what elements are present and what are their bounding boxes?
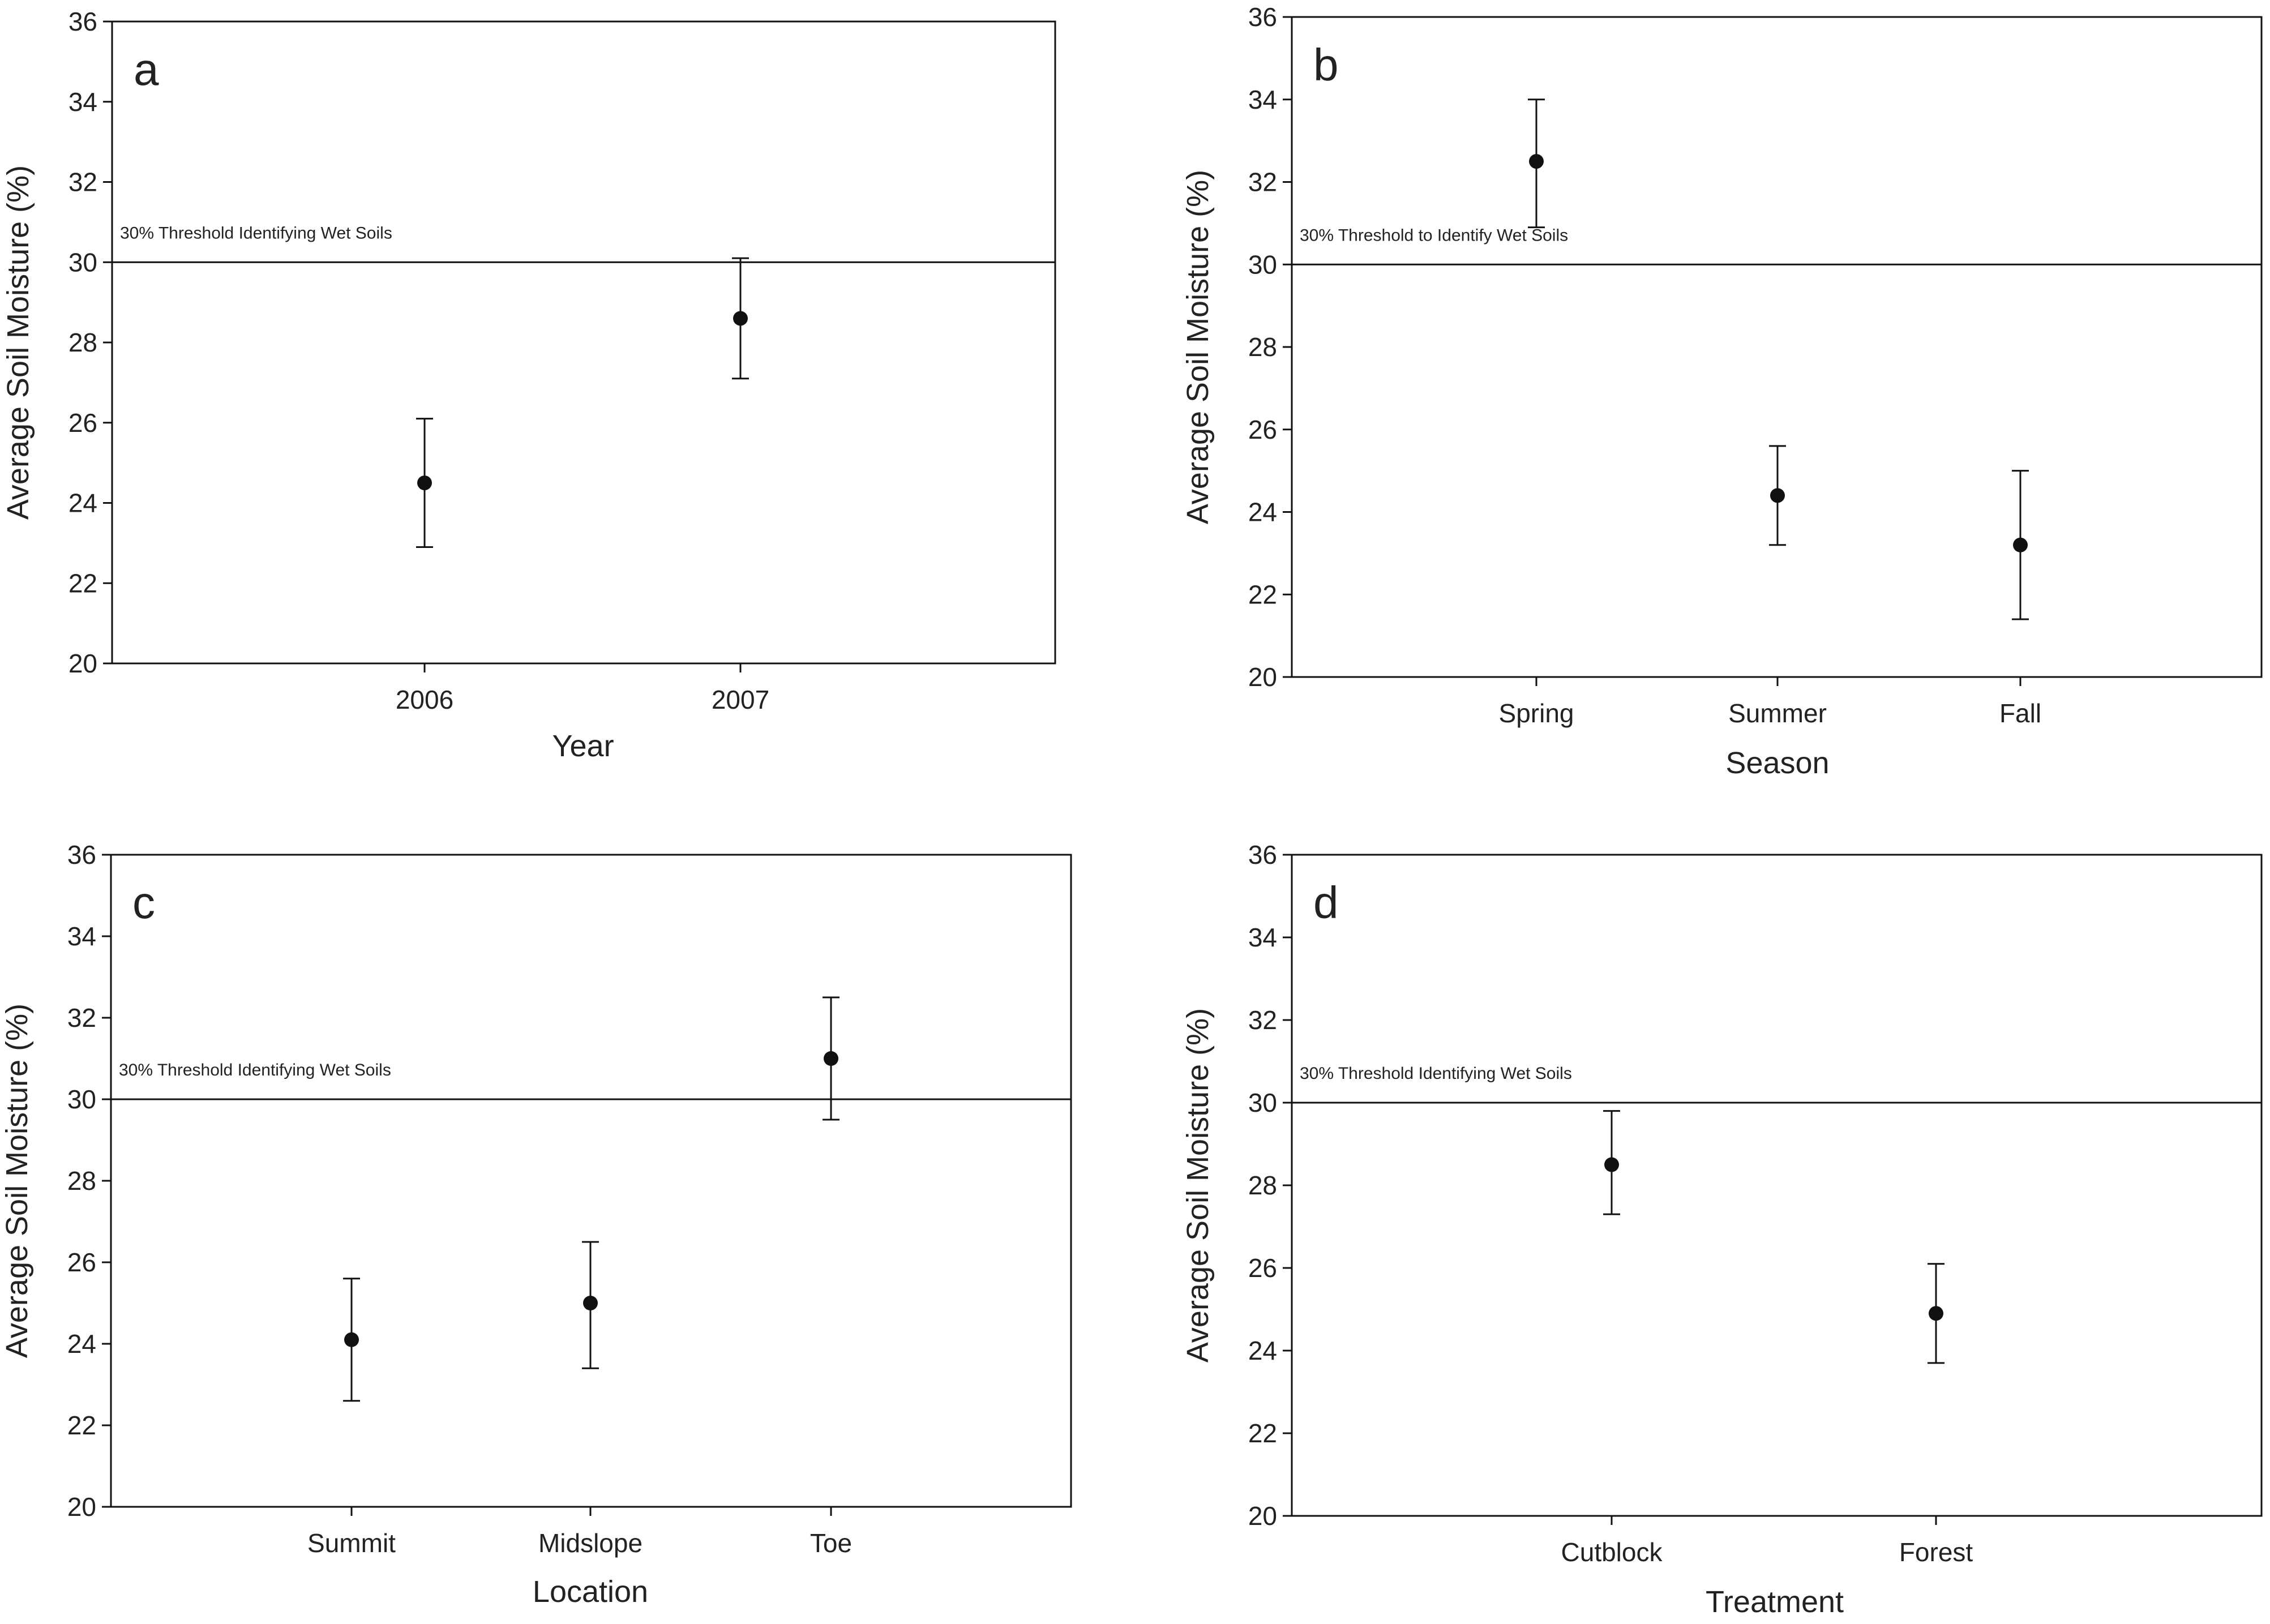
y-axis-title: Average Soil Moisture (%) (1, 165, 35, 520)
plot-frame (111, 20, 1056, 665)
y-tick-label: 22 (67, 1411, 96, 1440)
plot-frame (1291, 854, 2263, 1517)
y-tick-label: 26 (68, 408, 97, 438)
panel-a: 20 22 24 26 28 30 32 34 36 2006 2007 30% Threshold … (1, 7, 1056, 763)
threshold-label: 30% Threshold Identifying Wet Soils (120, 224, 392, 242)
y-tick-label: 36 (1248, 2, 1277, 32)
plot-frame (1291, 16, 2263, 678)
y-tick-label: 32 (67, 1003, 96, 1032)
y-tick-label: 20 (67, 1492, 96, 1522)
y-axis-title: Average Soil Moisture (%) (0, 1004, 34, 1358)
x-tick-label: Spring (1499, 699, 1574, 728)
y-tick-label: 34 (68, 87, 97, 117)
data-point (1604, 1157, 1619, 1172)
y-tick-label: 32 (1248, 1005, 1277, 1035)
data-point (2013, 537, 2028, 552)
x-axis-title: Season (1725, 746, 1829, 780)
y-tick-label: 22 (68, 568, 97, 598)
data-point (733, 311, 748, 326)
data-point (1929, 1306, 1943, 1321)
panel-letter: c (132, 877, 155, 928)
y-tick-label: 20 (1248, 1501, 1277, 1531)
y-tick-label: 24 (1248, 1336, 1277, 1365)
x-tick-label: Summit (307, 1528, 396, 1558)
y-tick-label: 24 (68, 489, 97, 518)
x-tick-label: 2006 (396, 685, 453, 714)
y-tick-label: 30 (67, 1085, 96, 1114)
data-point (1770, 488, 1785, 503)
y-tick-label: 34 (1248, 85, 1277, 114)
y-tick-label: 26 (1248, 415, 1277, 444)
y-tick-label: 36 (1248, 840, 1277, 869)
panel-letter: a (134, 44, 159, 95)
y-tick-label: 22 (1248, 1419, 1277, 1448)
data-point (417, 475, 432, 491)
panel-b: 20 22 24 26 28 30 32 34 36 Spring Summer Fall 30% Th… (1181, 2, 2263, 780)
threshold-label: 30% Threshold Identifying Wet Soils (1300, 1064, 1572, 1083)
y-tick-label: 24 (1248, 498, 1277, 527)
data-point (583, 1296, 598, 1310)
x-tick-label: 2007 (712, 685, 769, 714)
panel-d: 20 22 24 26 28 30 32 34 36 Cutblock Forest 30% Thre… (1181, 840, 2263, 1619)
threshold-label: 30% Threshold Identifying Wet Soils (119, 1061, 391, 1079)
y-tick-label: 24 (67, 1329, 96, 1359)
x-axis-title: Year (552, 729, 614, 763)
y-axis-title: Average Soil Moisture (%) (1181, 170, 1215, 524)
y-tick-label: 34 (67, 922, 96, 951)
y-tick-label: 28 (1248, 332, 1277, 362)
y-tick-label: 26 (1248, 1253, 1277, 1283)
y-tick-label: 36 (67, 840, 96, 869)
y-tick-label: 34 (1248, 923, 1277, 952)
y-tick-label: 36 (68, 7, 97, 36)
data-point (344, 1332, 359, 1347)
y-tick-label: 26 (67, 1248, 96, 1277)
x-tick-label: Midslope (538, 1528, 643, 1558)
y-tick-label: 30 (1248, 1088, 1277, 1117)
data-point (1529, 154, 1544, 169)
y-tick-label: 20 (68, 649, 97, 678)
x-tick-label: Toe (810, 1528, 852, 1558)
y-tick-label: 22 (1248, 580, 1277, 609)
panel-letter: b (1313, 40, 1339, 90)
x-tick-label: Summer (1728, 699, 1827, 728)
y-tick-label: 28 (67, 1166, 96, 1195)
x-tick-label: Fall (1999, 699, 2041, 728)
y-tick-label: 32 (1248, 168, 1277, 197)
x-tick-label: Cutblock (1561, 1537, 1663, 1567)
y-tick-label: 30 (1248, 250, 1277, 279)
y-tick-label: 28 (1248, 1171, 1277, 1200)
x-axis-title: Location (533, 1575, 648, 1609)
y-tick-label: 30 (68, 247, 97, 277)
y-axis-title: Average Soil Moisture (%) (1181, 1008, 1215, 1362)
panel-c: 20 22 24 26 28 30 32 34 36 Summit Midslope Toe 30% T… (0, 840, 1072, 1609)
y-tick-label: 20 (1248, 662, 1277, 692)
x-axis-title: Treatment (1706, 1585, 1844, 1619)
threshold-label: 30% Threshold to Identify Wet Soils (1300, 226, 1568, 245)
y-tick-label: 32 (68, 168, 97, 197)
plot-frame (110, 854, 1072, 1508)
y-tick-label: 28 (68, 328, 97, 357)
data-point (824, 1051, 838, 1066)
x-tick-label: Forest (1899, 1537, 1973, 1567)
panel-letter: d (1313, 877, 1339, 928)
